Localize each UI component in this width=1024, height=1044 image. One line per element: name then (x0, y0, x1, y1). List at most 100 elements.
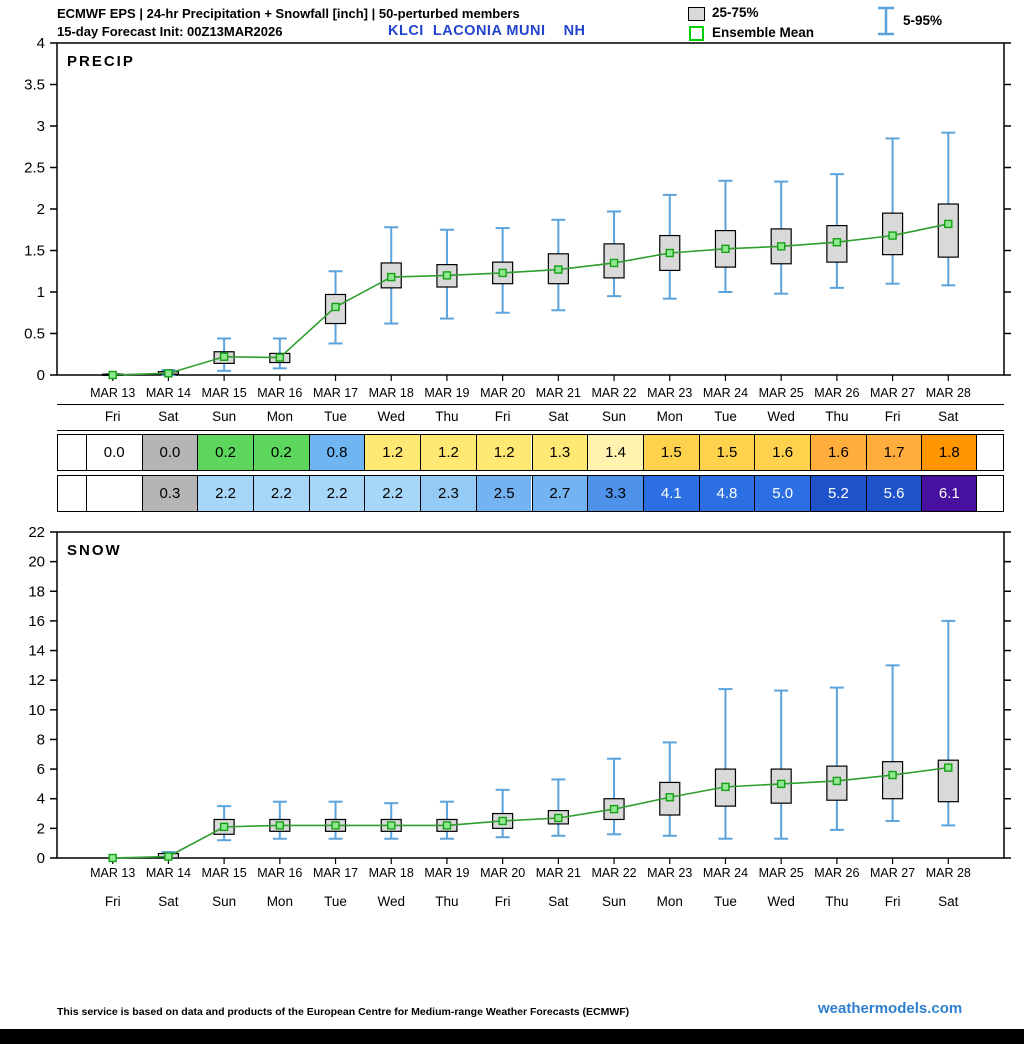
table-day-header-4: Tue (324, 409, 347, 424)
mean-marker (665, 248, 674, 258)
mean-marker (219, 352, 229, 361)
mean-marker (832, 776, 842, 786)
mean-marker (776, 242, 786, 251)
table-day-header-12: Wed (767, 409, 795, 424)
mean-marker (108, 370, 117, 380)
precip-value-cell-2: 0.2 (197, 435, 253, 470)
y-tick-label: 2 (37, 820, 45, 837)
date-label: MAR 15 (202, 866, 247, 880)
mean-marker (554, 813, 563, 823)
y-tick-label: 18 (28, 583, 45, 600)
whisker-range-legend-icon (878, 6, 894, 36)
date-label: MAR 21 (536, 866, 581, 880)
y-tick-label: 10 (28, 702, 45, 719)
precip-value-cell-10: 1.5 (642, 435, 699, 470)
mean-line (112, 223, 949, 376)
date-label: MAR 26 (814, 866, 859, 880)
mean-marker (275, 821, 285, 830)
day-label: Tue (714, 894, 737, 909)
ensemble-mean-line (108, 219, 953, 380)
day-label: Wed (377, 894, 405, 909)
precip-value-cell-15: 1.8 (921, 435, 978, 470)
y-tick-label: 20 (28, 554, 45, 571)
date-label: MAR 18 (369, 386, 414, 400)
mean-marker (219, 822, 229, 832)
day-label: Sat (548, 894, 569, 909)
snow-value-cell-0 (85, 476, 142, 511)
table-day-header-11: Tue (714, 409, 737, 424)
date-label: MAR 27 (870, 866, 915, 880)
bottom-black-bar (0, 1029, 1024, 1044)
mean-marker (387, 272, 396, 282)
table-day-header-14: Fri (884, 409, 901, 424)
mean-marker (944, 763, 953, 772)
day-label: Sun (212, 894, 236, 909)
whisker-range-legend-label: 5-95% (903, 13, 943, 28)
chart-title-line2: 15-day Forecast Init: 00Z13MAR2026 (57, 24, 283, 39)
precip-value-cell-13: 1.6 (810, 435, 866, 470)
mean-marker (609, 258, 619, 268)
table-day-header-5: Wed (377, 409, 405, 424)
date-label: MAR 25 (759, 386, 804, 400)
date-label: MAR 22 (591, 866, 636, 880)
date-label: MAR 24 (703, 386, 748, 400)
mean-marker (776, 779, 786, 789)
date-label: MAR 23 (647, 866, 692, 880)
mean-marker (331, 821, 340, 830)
snow-value-cell-11: 4.8 (698, 476, 755, 511)
date-label: MAR 26 (814, 386, 859, 400)
date-label: MAR 25 (759, 866, 804, 880)
plot-frame (56, 531, 1005, 859)
box (937, 759, 959, 803)
precip-value-cell-12: 1.6 (754, 435, 811, 470)
date-label: MAR 13 (90, 386, 135, 400)
ensemble-mean-legend-label: Ensemble Mean (712, 25, 815, 40)
day-label: Wed (767, 894, 795, 909)
date-label: MAR 19 (424, 386, 469, 400)
plot-frame (56, 42, 1005, 376)
snow-value-cell-14: 5.6 (865, 476, 922, 511)
mean-marker (108, 853, 117, 863)
box (881, 761, 904, 800)
mean-marker (164, 369, 173, 378)
snow-boxplot-chart: 0 2 4 6 8 10 12 14 16 18 20 22 SNOW MAR 13 Fri MAR 14 Sa… (28, 524, 1011, 909)
y-tick-label: 8 (37, 731, 45, 748)
snow-value-cell-6: 2.3 (420, 476, 476, 511)
ensemble-mean-line (108, 763, 953, 863)
y-tick-label: 0 (37, 850, 45, 867)
date-label: MAR 13 (90, 866, 135, 880)
table-snow-values-row: 0.3 2.2 2.2 2.2 2.2 2.3 2.5 2.7 3.3 4.1 4.8 5.0 5.2 5… (57, 475, 1004, 512)
day-label: Thu (435, 894, 458, 909)
snow-value-cell-7: 2.5 (475, 476, 532, 511)
y-tick-label: 14 (28, 643, 45, 660)
y-tick-label: 3.5 (24, 77, 45, 94)
snow-value-cell-15: 6.1 (921, 476, 978, 511)
date-label: MAR 27 (870, 386, 915, 400)
date-label: MAR 14 (146, 866, 191, 880)
mean-marker (944, 219, 953, 229)
mean-marker (888, 231, 897, 240)
day-label: Sun (602, 894, 626, 909)
boxes-25-75 (102, 203, 959, 376)
ensemble-mean-legend-swatch (689, 26, 704, 41)
y-tick-label: 2.5 (24, 160, 45, 177)
precip-value-cell-7: 1.2 (475, 435, 532, 470)
date-label: MAR 24 (703, 866, 748, 880)
y-tick-label: 3 (37, 118, 45, 135)
y-tick-label: 0.5 (24, 326, 45, 343)
table-day-header-0: Fri (104, 409, 121, 424)
mean-marker (498, 816, 507, 826)
axis-frame: 0 0.5 1 1.5 2 2.5 3 3.5 4 (24, 38, 1011, 384)
date-label: MAR 21 (536, 386, 581, 400)
precip-value-cell-8: 1.3 (531, 435, 588, 470)
day-label: Sat (158, 894, 179, 909)
date-label: MAR 28 (926, 866, 971, 880)
mean-marker (554, 265, 563, 274)
date-label: MAR 14 (146, 386, 191, 400)
weathermodels-link[interactable]: weathermodels.com (818, 1000, 963, 1017)
table-day-header-8: Sat (548, 409, 569, 424)
table-precip-values-row: 0.0 0.0 0.2 0.2 0.8 1.2 1.2 1.2 1.3 1.4 1.5 1.5 1.6 1… (57, 434, 1004, 471)
chart-label: PRECIP (67, 53, 135, 70)
mean-marker (387, 821, 396, 830)
